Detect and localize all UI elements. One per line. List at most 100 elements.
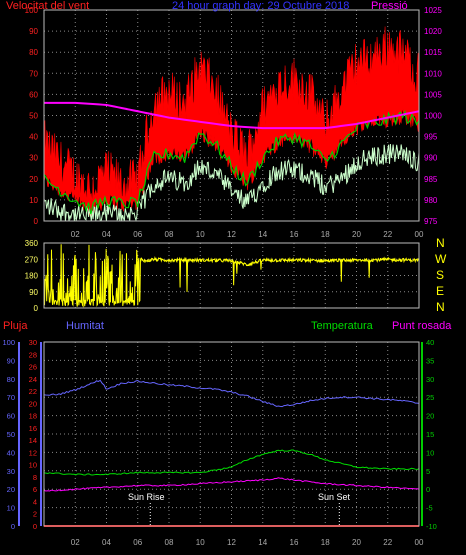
temp-axis-tick: -5 xyxy=(426,504,433,513)
dir-axis-tick: 270 xyxy=(25,255,39,264)
dir-axis-tick: 90 xyxy=(29,288,38,297)
bottom-x-tick: 08 xyxy=(165,538,174,547)
temp-axis-tick: 5 xyxy=(426,467,430,476)
rain-axis-tick: 60 xyxy=(7,412,15,421)
wind-axis-tick: 50 xyxy=(29,112,38,121)
pressure-axis-tick: 1025 xyxy=(424,6,442,15)
wind-axis-tick: 100 xyxy=(25,6,39,15)
bottom-x-tick: 04 xyxy=(102,538,111,547)
humidity-axis-tick: 28 xyxy=(29,350,37,359)
compass-n-top: N xyxy=(436,236,445,250)
rain-axis-tick: 80 xyxy=(7,375,15,384)
humidity-axis-tick: 12 xyxy=(29,448,37,457)
wind-x-tick: 06 xyxy=(133,230,142,239)
humidity-axis-tick: 8 xyxy=(33,473,37,482)
wind-axis-tick: 60 xyxy=(29,90,38,99)
humidity-axis-tick: 20 xyxy=(29,399,37,408)
wind-axis-tick: 80 xyxy=(29,48,38,57)
sun-set-label: Sun Set xyxy=(318,492,351,502)
wind-speed-label: Velocitat del vent xyxy=(6,0,90,12)
temp-axis-tick: 0 xyxy=(426,485,430,494)
rain-axis-tick: 90 xyxy=(7,356,15,365)
humidity-axis-tick: 14 xyxy=(29,436,37,445)
dew-point-label: Punt rosada xyxy=(392,320,452,332)
dir-plot-frame xyxy=(43,242,420,309)
compass-n-bottom: N xyxy=(436,300,445,314)
humidity-axis-tick: 0 xyxy=(33,522,37,531)
wind-x-tick: 22 xyxy=(383,230,392,239)
compass-s: S xyxy=(436,268,445,282)
rain-axis-tick: 30 xyxy=(7,467,15,476)
wind-axis-tick: 40 xyxy=(29,133,38,142)
series-humitat xyxy=(43,379,420,408)
rain-axis-tick: 20 xyxy=(7,485,15,494)
temp-axis-tick: 25 xyxy=(426,393,434,402)
temp-axis-tick: 10 xyxy=(426,448,434,457)
humidity-axis-tick: 2 xyxy=(33,510,37,519)
humidity-axis-tick: 26 xyxy=(29,363,37,372)
pressure-axis-tick: 1015 xyxy=(424,48,442,57)
rain-label: Pluja xyxy=(3,320,28,332)
pressure-axis-tick: 995 xyxy=(424,133,438,142)
rain-axis-tick: 10 xyxy=(7,504,15,513)
wind-plot-frame xyxy=(43,9,420,222)
dir-axis-tick: 180 xyxy=(25,272,39,281)
bottom-x-tick: 14 xyxy=(258,538,267,547)
wind-x-tick: 04 xyxy=(102,230,111,239)
wind-x-tick: 16 xyxy=(290,230,299,239)
bottom-x-tick: 22 xyxy=(383,538,392,547)
dir-axis-tick: 360 xyxy=(25,239,39,248)
wind-axis-tick: 90 xyxy=(29,27,38,36)
sun-rise-label: Sun Rise xyxy=(128,492,165,502)
bottom-x-tick: 20 xyxy=(352,538,361,547)
wind-x-tick: 20 xyxy=(352,230,361,239)
pressure-axis-tick: 975 xyxy=(424,217,438,226)
pressure-axis-tick: 1000 xyxy=(424,112,442,121)
wind-x-tick: 14 xyxy=(258,230,267,239)
rain-axis-tick: 70 xyxy=(7,393,15,402)
rain-axis-tick: 100 xyxy=(2,338,15,347)
pressure-axis-tick: 1005 xyxy=(424,90,442,99)
bottom-x-tick: 10 xyxy=(196,538,205,547)
wind-axis-tick: 70 xyxy=(29,69,38,78)
humidity-axis-tick: 16 xyxy=(29,424,37,433)
pressure-axis-tick: 990 xyxy=(424,154,438,163)
bottom-x-tick: 00 xyxy=(415,538,424,547)
wind-max-area xyxy=(43,26,420,218)
humidity-axis-tick: 22 xyxy=(29,387,37,396)
pressure-axis-tick: 1010 xyxy=(424,69,442,78)
compass-e: E xyxy=(436,284,445,298)
wind-x-tick: 18 xyxy=(321,230,330,239)
wind-x-tick: 00 xyxy=(415,230,424,239)
bottom-x-tick: 16 xyxy=(290,538,299,547)
temp-axis-tick: 15 xyxy=(426,430,434,439)
wind-axis-tick: 30 xyxy=(29,154,38,163)
page-title: 24 hour graph day: 29 Octubre 2018 xyxy=(172,0,350,12)
humidity-axis-tick: 10 xyxy=(29,461,37,470)
bottom-plot-frame xyxy=(43,341,420,527)
temp-axis-tick: 20 xyxy=(426,412,434,421)
compass-w: W xyxy=(435,252,447,266)
humidity-axis-tick: 30 xyxy=(29,338,37,347)
bottom-x-tick: 12 xyxy=(227,538,236,547)
wind-direction-line xyxy=(43,244,420,308)
humidity-axis-tick: 18 xyxy=(29,412,37,421)
wind-x-tick: 02 xyxy=(71,230,80,239)
bottom-x-tick: 02 xyxy=(71,538,80,547)
pressure-axis-tick: 980 xyxy=(424,196,438,205)
wind-axis-tick: 10 xyxy=(29,196,38,205)
wind-axis-tick: 0 xyxy=(34,217,39,226)
pressure-line xyxy=(44,101,420,130)
humidity-label: Humitat xyxy=(66,320,104,332)
humidity-axis-tick: 6 xyxy=(33,485,37,494)
temp-axis-tick: -10 xyxy=(426,522,437,531)
rain-axis-tick: 40 xyxy=(7,448,15,457)
wind-avg-line xyxy=(43,109,420,215)
temperature-label: Temperatura xyxy=(311,320,373,332)
temp-axis-tick: 30 xyxy=(426,375,434,384)
wind-x-tick: 12 xyxy=(227,230,236,239)
pressure-axis-tick: 985 xyxy=(424,175,438,184)
temp-axis-tick: 40 xyxy=(426,338,434,347)
